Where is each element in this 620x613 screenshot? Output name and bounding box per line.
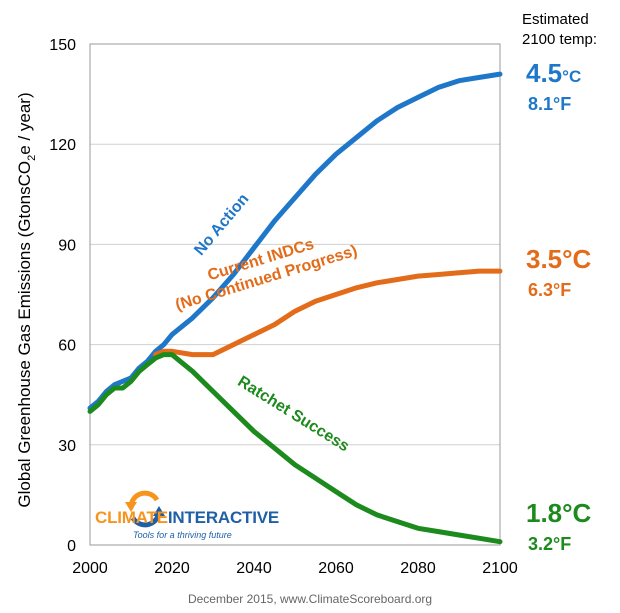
source-credit: December 2015, www.ClimateScoreboard.org xyxy=(187,592,433,606)
series-label-0: No Action xyxy=(191,191,252,259)
logo-arrows-icon xyxy=(125,490,165,528)
x-tick-labels: 2000 2020 2040 2060 2080 2100 xyxy=(72,560,518,577)
axes xyxy=(89,43,501,546)
temp-fahrenheit-1: 6.3°F xyxy=(528,280,572,300)
climate-interactive-logo: CLIMATEINTERACTIVE Tools for a thriving … xyxy=(95,490,279,544)
temp-celsius-1: 3.5°C xyxy=(526,244,592,274)
x-tick-label: 2080 xyxy=(400,560,436,577)
y-axis-label: Global Greenhouse Gas Emissions (GtonsCO… xyxy=(15,92,38,507)
y-tick-label: 150 xyxy=(49,37,76,54)
temp-celsius-2: 1.8°C xyxy=(526,498,592,528)
y-tick-label: 90 xyxy=(58,237,76,254)
logo-tagline: Tools for a thriving future xyxy=(133,530,232,540)
temp-fahrenheit-2: 3.2°F xyxy=(528,534,572,554)
x-tick-label: 2040 xyxy=(236,560,272,577)
series-line-0 xyxy=(87,71,503,411)
temp-fahrenheit-0: 8.1°F xyxy=(528,94,572,114)
logo-wordmark: CLIMATEINTERACTIVE xyxy=(95,508,280,527)
x-tick-label: 2000 xyxy=(72,560,108,577)
series-line-2 xyxy=(87,352,503,545)
series-line-1 xyxy=(153,268,503,358)
y-tick-label: 60 xyxy=(58,338,76,355)
y-tick-labels: 0 30 60 90 120 150 xyxy=(49,37,76,555)
y-tick-label: 30 xyxy=(58,438,76,455)
x-tick-label: 2100 xyxy=(482,560,518,577)
temp-celsius-0: 4.5°C xyxy=(526,58,582,88)
y-tick-label: 120 xyxy=(49,137,76,154)
series-lines xyxy=(87,71,503,545)
series-label-2: Ratchet Success xyxy=(234,373,352,455)
x-tick-label: 2020 xyxy=(154,560,190,577)
plot-frame xyxy=(89,43,501,546)
y-tick-label: 0 xyxy=(67,538,76,555)
estimated-temp-heading: Estimated 2100 temp: xyxy=(522,11,598,48)
x-tick-label: 2060 xyxy=(318,560,354,577)
